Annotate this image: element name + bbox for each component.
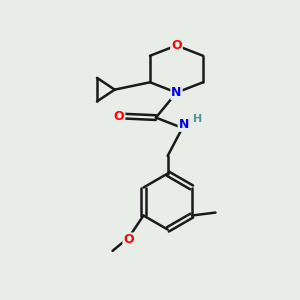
Text: N: N <box>179 118 189 131</box>
Text: H: H <box>193 114 202 124</box>
Text: O: O <box>171 39 182 52</box>
Text: O: O <box>123 233 134 247</box>
Text: O: O <box>114 110 124 123</box>
Text: N: N <box>171 86 182 99</box>
